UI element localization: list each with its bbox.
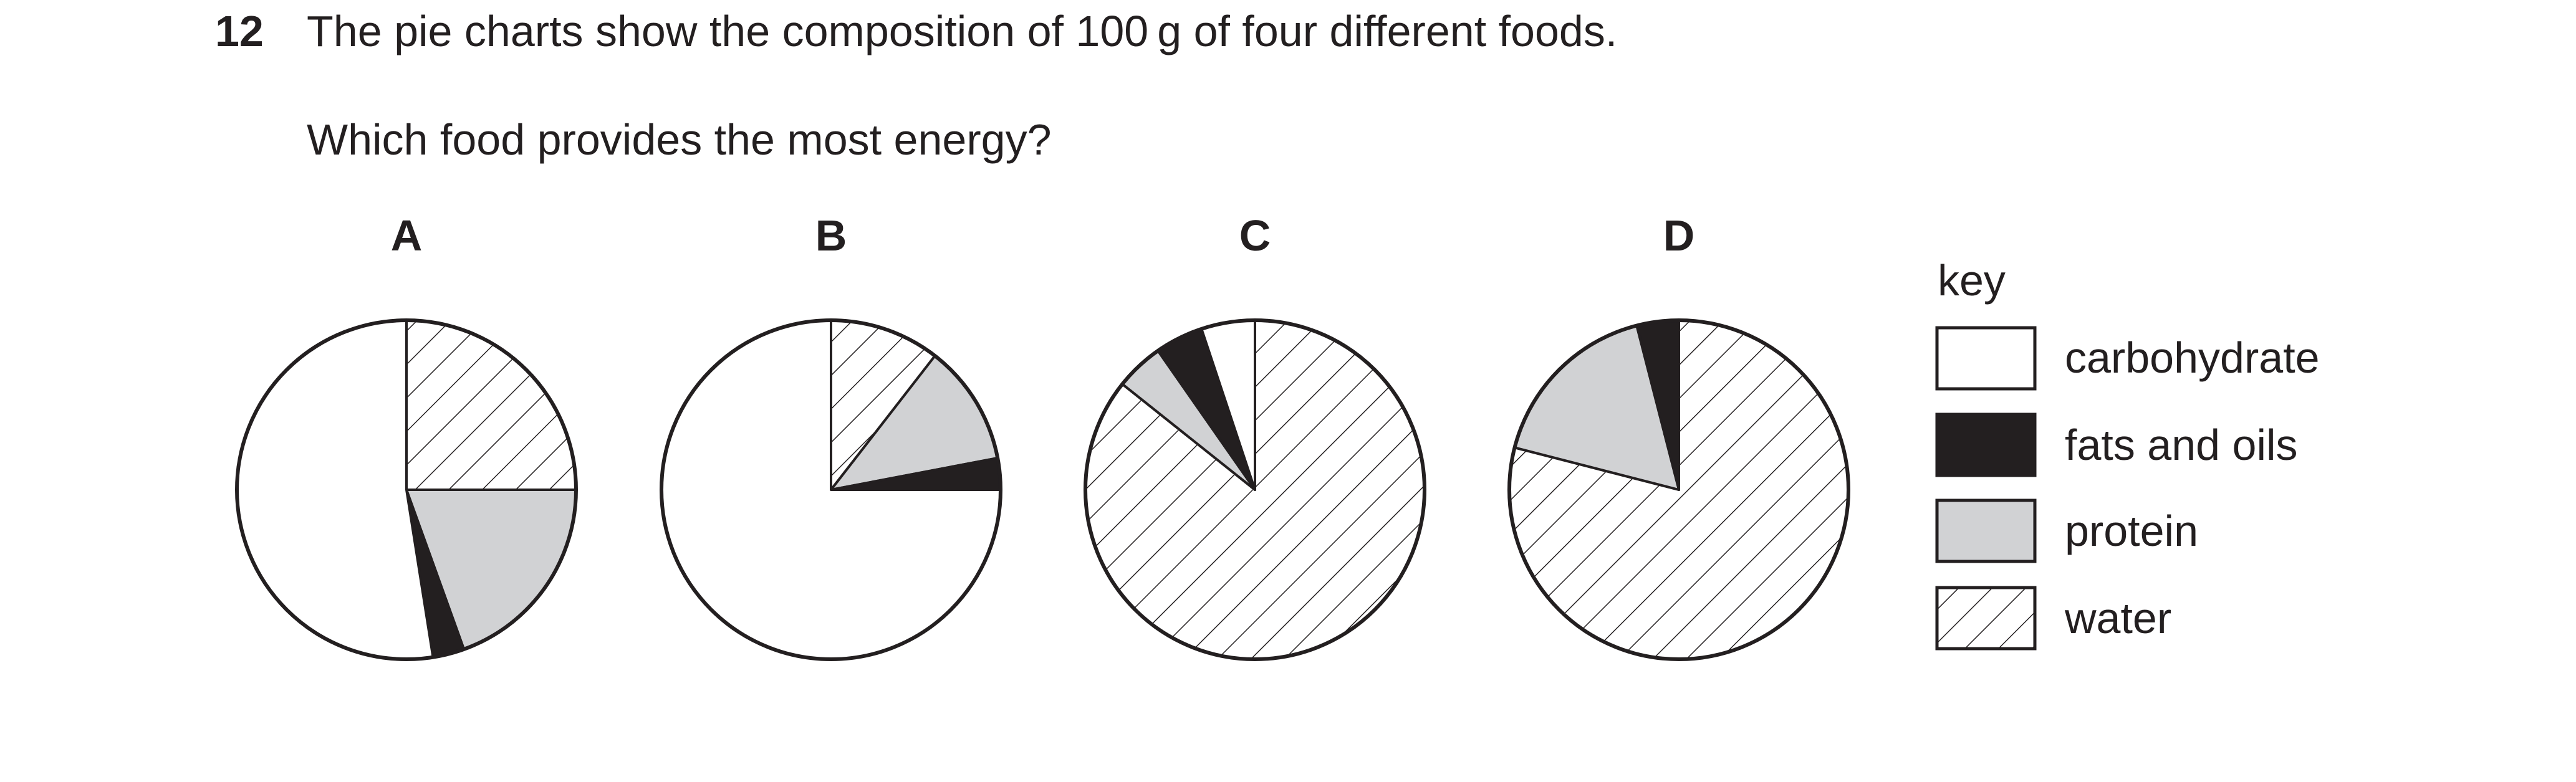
key-swatch-protein: [1935, 498, 2037, 563]
key-label-protein: protein: [2065, 507, 2199, 555]
pie-chart-c: C: [1084, 211, 1426, 661]
pie-title-d: D: [1663, 211, 1695, 260]
pie-title-a: A: [391, 211, 423, 260]
question-number: 12: [215, 7, 264, 55]
question-stem: The pie charts show the composition of 1…: [307, 7, 1618, 55]
pie-title-b: B: [815, 211, 847, 260]
pie-chart-b: B: [660, 211, 1002, 661]
pie-title-c: C: [1239, 211, 1271, 260]
key-label-water: water: [2065, 594, 2172, 642]
key-swatch-fats-and-oils: [1935, 412, 2037, 477]
question-prompt: Which food provides the most energy?: [307, 115, 1052, 164]
key-title: key: [1938, 256, 2006, 305]
pie-outline: [1507, 318, 1850, 661]
key-swatches: [1935, 326, 2037, 651]
key-label-fats-and-oils: fats and oils: [2065, 421, 2298, 469]
pie-outline: [1084, 318, 1426, 661]
key-swatch-carbohydrate: [1935, 326, 2037, 391]
pie-chart-a: A: [235, 211, 578, 661]
pie-chart-d: D: [1507, 211, 1850, 661]
pie-slice-carbohydrate: [236, 319, 435, 660]
pie-outline: [235, 318, 578, 661]
key-label-carbohydrate: carbohydrate: [2065, 333, 2320, 382]
pie-outline: [660, 318, 1002, 661]
pies-group: A B C D: [235, 211, 1850, 661]
key-swatch-water: [1935, 586, 2037, 651]
pie-slice-water: [405, 319, 577, 491]
